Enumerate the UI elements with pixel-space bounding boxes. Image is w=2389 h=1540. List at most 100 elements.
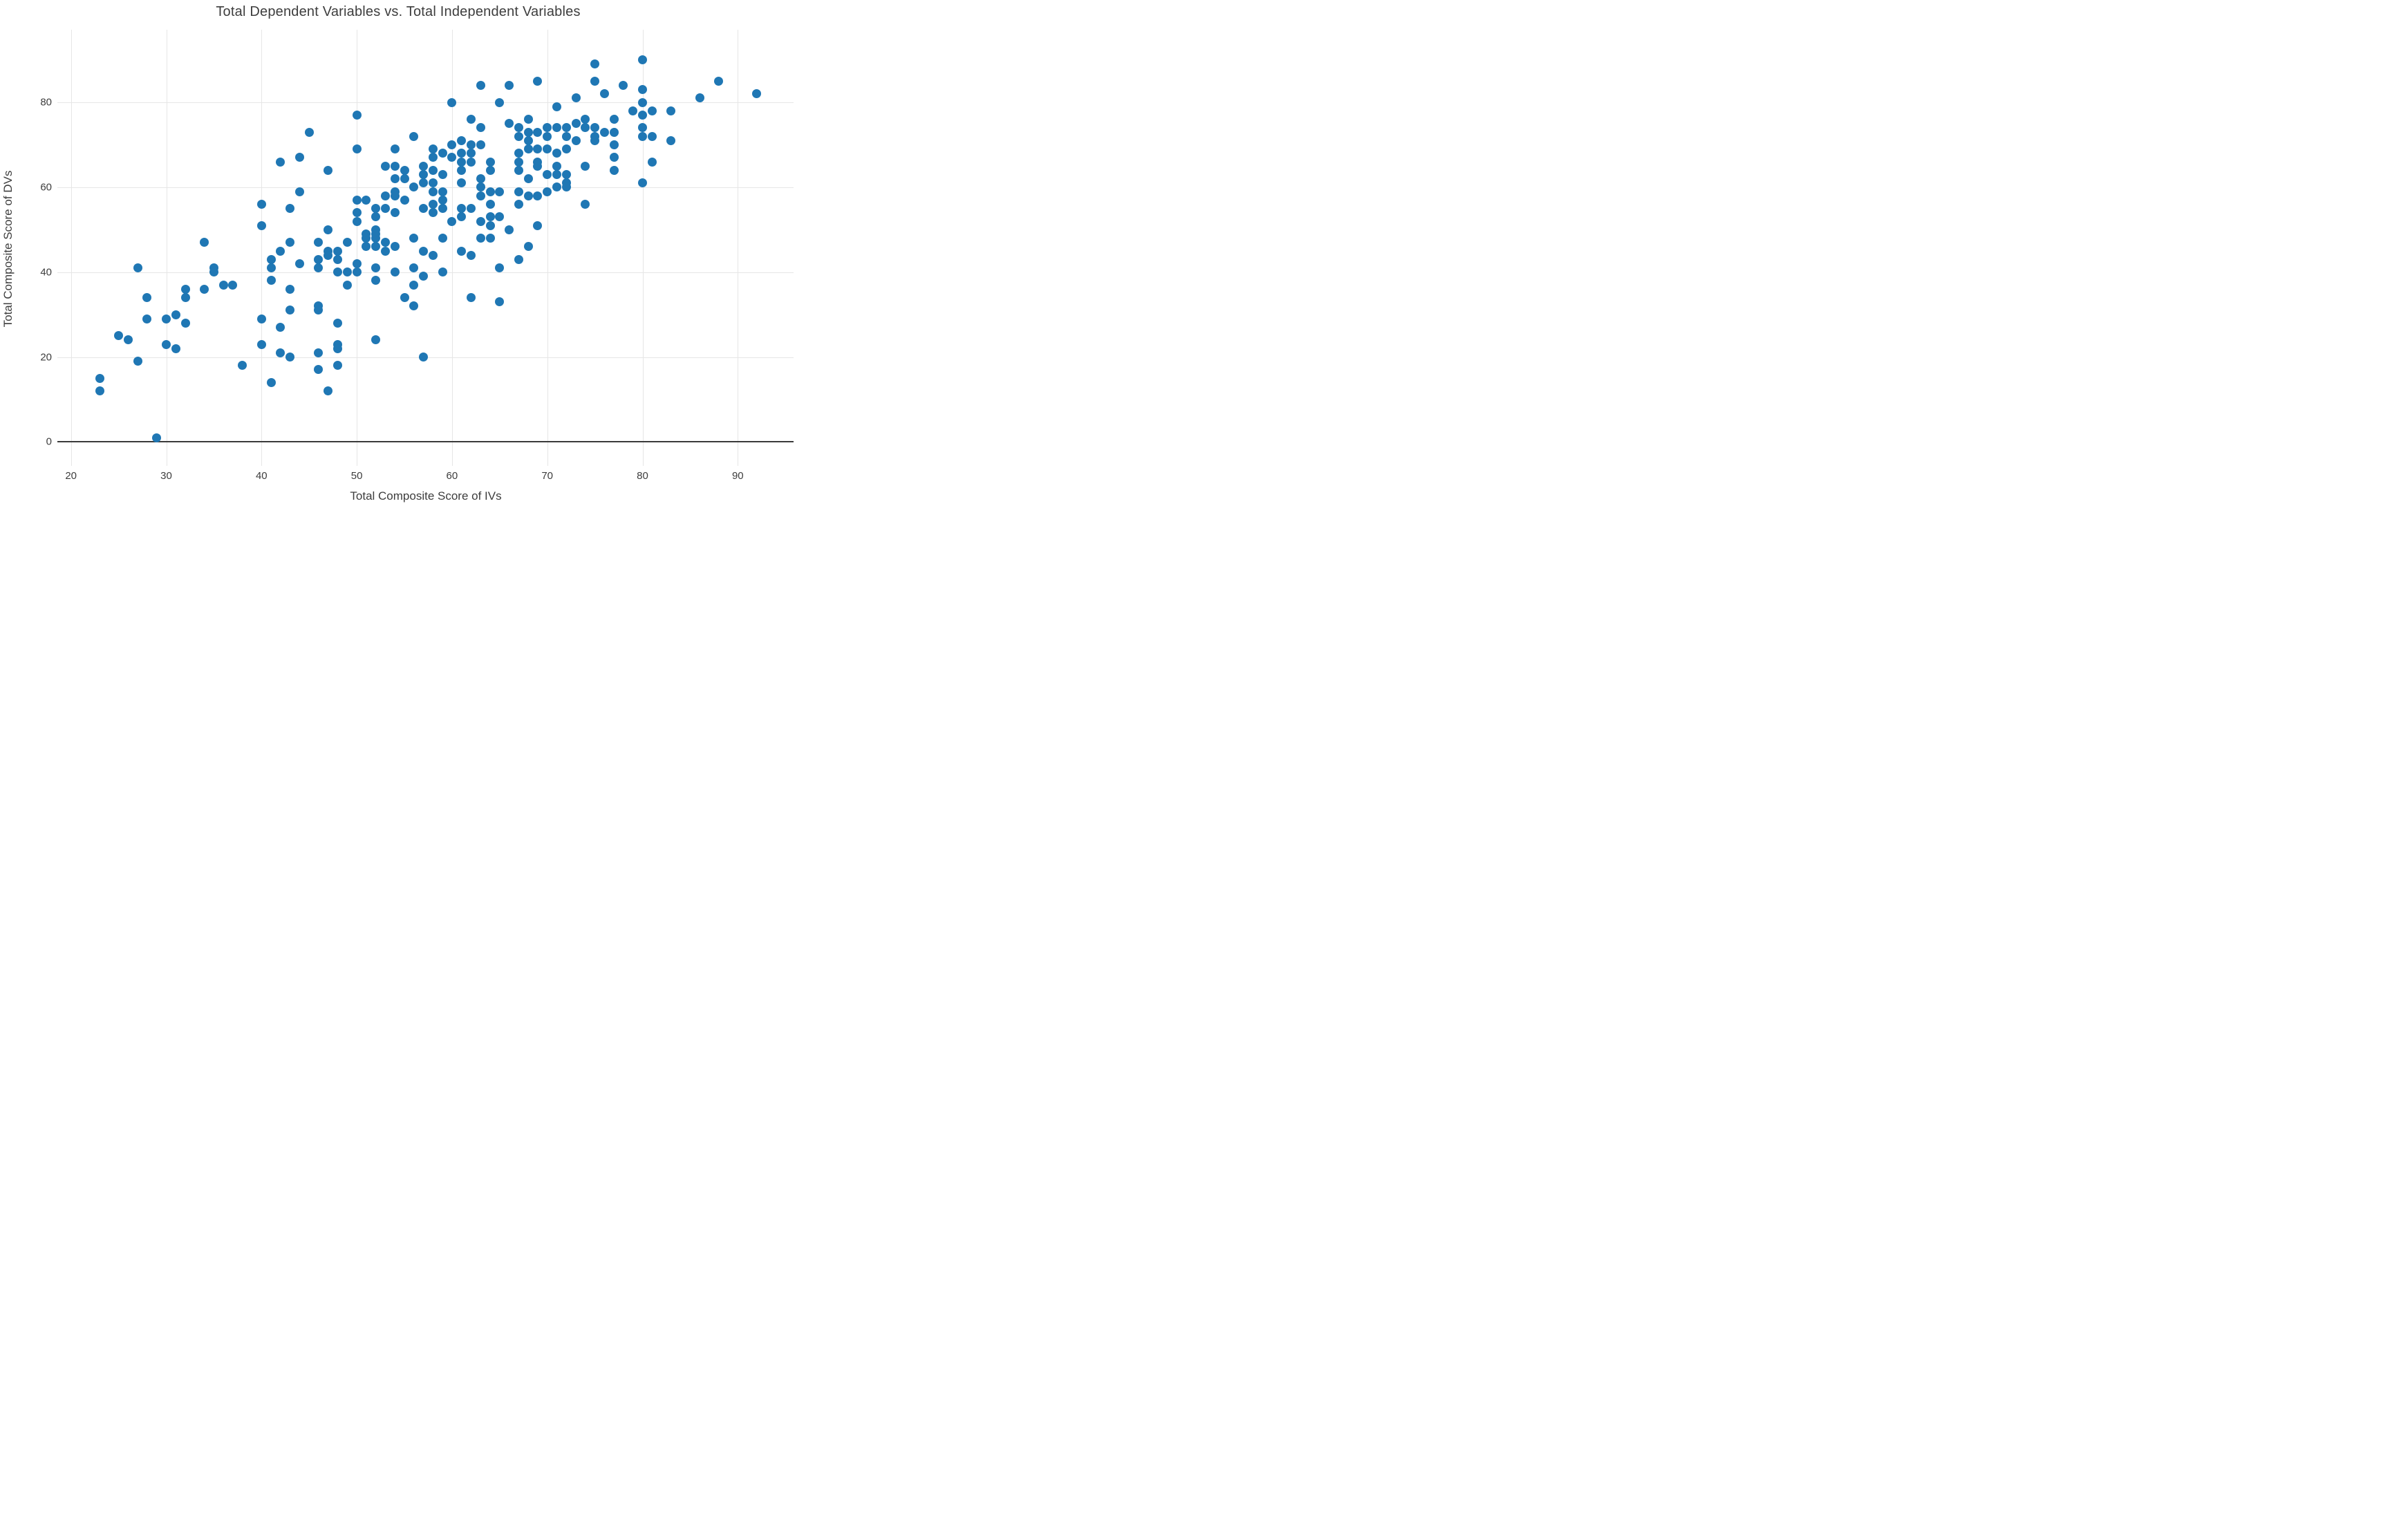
data-point [457,149,467,158]
data-point [314,254,324,264]
data-point [409,182,419,192]
data-point [428,199,438,209]
data-point [695,93,704,103]
data-point [428,165,438,175]
data-point [609,140,619,149]
data-point [485,157,495,167]
data-point [533,127,543,137]
data-point [362,195,371,205]
data-point [495,297,505,307]
data-point [133,357,142,366]
data-point [457,178,467,188]
data-point [638,131,647,141]
data-point [543,131,552,141]
data-point [333,254,343,264]
x-tick-label: 90 [731,470,744,482]
data-point [419,169,429,179]
data-point [752,89,762,99]
data-point [638,123,647,133]
data-point [476,182,485,192]
data-point [476,191,485,200]
data-point [523,242,533,252]
data-point [371,204,381,214]
data-point [485,220,495,230]
data-point [466,157,476,167]
data-point [533,144,543,154]
data-point [333,344,343,353]
data-point [495,212,505,222]
data-point [333,361,343,370]
data-point [380,238,390,247]
data-point [638,178,647,188]
data-point [514,165,523,175]
data-point [457,135,467,145]
data-point [390,161,400,171]
y-gridline [57,187,794,188]
data-point [552,149,561,158]
data-point [342,267,352,277]
data-point [476,174,485,184]
data-point [485,199,495,209]
data-point [256,314,266,323]
data-point [200,284,209,294]
data-point [485,234,495,243]
data-point [390,144,400,154]
data-point [533,76,543,86]
data-point [371,263,381,273]
data-point [256,339,266,349]
data-point [428,144,438,154]
data-point [324,386,333,396]
data-point [266,254,276,264]
data-point [485,212,495,222]
data-point [428,153,438,162]
data-point [581,115,590,124]
data-point [533,191,543,200]
data-point [476,123,485,133]
y-tick-label: 20 [40,351,52,363]
data-point [485,165,495,175]
data-point [171,310,180,319]
data-point [485,187,495,196]
x-tick-label: 80 [637,470,648,482]
data-point [294,187,304,196]
data-point [561,182,571,192]
data-point [561,131,571,141]
data-point [647,131,657,141]
data-point [266,377,276,387]
data-point [162,314,171,323]
data-point [314,238,324,247]
data-point [543,123,552,133]
data-point [362,234,371,243]
data-point [561,144,571,154]
data-point [342,280,352,290]
data-point [476,216,485,226]
data-point [466,149,476,158]
data-point [200,238,209,247]
data-point [276,246,285,256]
data-point [428,187,438,196]
data-point [638,97,647,107]
plot-area: 20 30 40 50 60 70 80 90 0 20 40 60 80 [0,0,796,514]
data-point [571,93,581,103]
data-point [438,234,447,243]
data-point [428,250,438,260]
data-point [419,178,429,188]
data-point [599,89,609,99]
data-point [419,161,429,171]
data-point [380,204,390,214]
data-point [514,131,523,141]
data-point [409,301,419,311]
data-point [352,259,362,268]
data-point [266,263,276,273]
data-point [438,267,447,277]
data-point [609,165,619,175]
data-point [266,276,276,285]
data-point [552,161,561,171]
data-point [324,250,333,260]
data-point [400,195,409,205]
data-point [171,344,180,353]
chart-title: Total Dependent Variables vs. Total Inde… [216,4,581,19]
data-point [380,161,390,171]
data-point [514,199,523,209]
data-point [314,306,324,315]
